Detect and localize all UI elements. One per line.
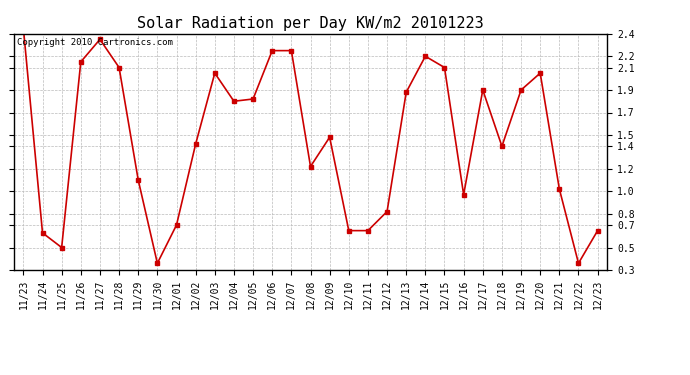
Text: Copyright 2010 Cartronics.com: Copyright 2010 Cartronics.com: [17, 39, 172, 48]
Title: Solar Radiation per Day KW/m2 20101223: Solar Radiation per Day KW/m2 20101223: [137, 16, 484, 31]
